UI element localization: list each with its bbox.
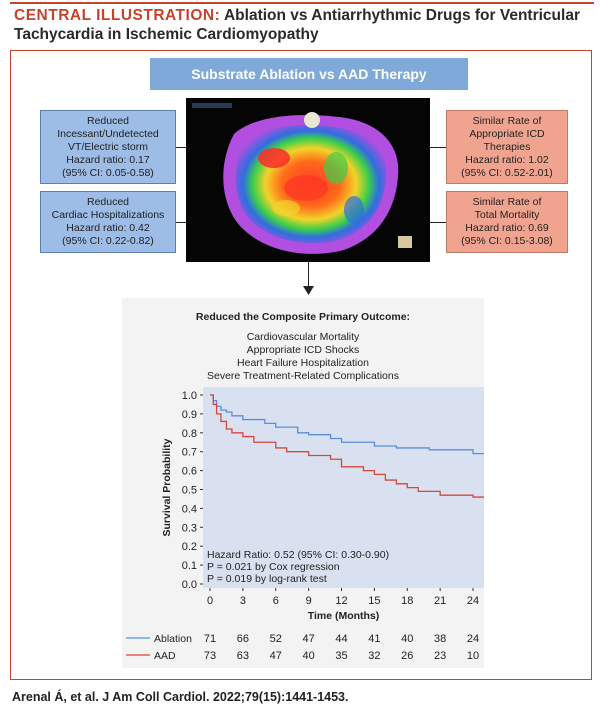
arrow-line: [308, 262, 309, 290]
series-line-aad: [210, 394, 484, 498]
box-line: (95% CI: 0.52-2.01): [461, 167, 553, 179]
y-tick-label: 0.0: [182, 579, 197, 591]
series-line-ablation: [210, 394, 484, 455]
outcome-component: Severe Treatment-Related Complications: [206, 370, 399, 382]
x-tick-label: 6: [273, 595, 279, 607]
top-rule: [10, 2, 594, 4]
x-tick-label: 24: [467, 595, 479, 607]
box-line: Therapies: [483, 141, 531, 153]
stat-annotation: P = 0.021 by Cox regression: [207, 561, 340, 573]
connector: [430, 147, 446, 148]
x-axis-label: Time (Months): [308, 610, 380, 622]
box-line: Total Mortality: [474, 209, 540, 221]
box-line: Incessant/Undetected: [57, 128, 159, 140]
illustration-title: CENTRAL ILLUSTRATION: Ablation vs Antiar…: [14, 6, 594, 44]
outcome-component: Appropriate ICD Shocks: [246, 344, 360, 356]
box-line: Cardiac Hospitalizations: [51, 209, 165, 221]
panel-title: Reduced the Composite Primary Outcome:: [195, 311, 411, 323]
risk-count: 26: [401, 650, 413, 662]
box-line: Hazard ratio: 0.17: [66, 154, 150, 166]
risk-count: 66: [237, 633, 249, 645]
risk-count: 73: [204, 650, 216, 662]
y-tick-label: 0.2: [182, 541, 197, 553]
x-tick-label: 18: [401, 595, 413, 607]
box-line: Similar Rate of: [472, 196, 542, 208]
risk-count: 40: [401, 633, 413, 645]
finding-box-storm: Reduced Incessant/Undetected VT/Electric…: [40, 110, 176, 184]
y-axis-label: Survival Probability: [161, 438, 173, 536]
x-tick-label: 0: [207, 595, 213, 607]
risk-count: 52: [270, 633, 282, 645]
legend-label: Ablation: [154, 633, 192, 645]
finding-box-hospitalizations: Reduced Cardiac Hospitalizations Hazard …: [40, 191, 176, 253]
arrow-down-icon: [303, 286, 314, 295]
risk-count: 10: [467, 650, 479, 662]
y-tick-label: 0.3: [182, 522, 197, 534]
box-line: Hazard ratio: 1.02: [465, 154, 549, 166]
finding-box-mortality: Similar Rate of Total Mortality Hazard r…: [446, 191, 568, 253]
risk-count: 47: [303, 633, 315, 645]
title-text-line2: Tachycardia in Ischemic Cardiomyopathy: [14, 26, 319, 43]
box-line: Hazard ratio: 0.42: [66, 222, 150, 234]
plot-background: [203, 387, 484, 588]
box-line: VT/Electric storm: [68, 141, 148, 153]
legend-label: AAD: [154, 650, 176, 662]
y-tick-label: 0.9: [182, 409, 197, 421]
y-tick-label: 0.6: [182, 466, 197, 478]
y-tick-label: 0.7: [182, 447, 197, 459]
citation: Arenal Á, et al. J Am Coll Cardiol. 2022…: [12, 690, 349, 704]
outcome-component: Cardiovascular Mortality: [246, 331, 360, 343]
risk-count: 24: [467, 633, 479, 645]
stat-annotation: P = 0.019 by log-rank test: [207, 573, 327, 585]
connector: [176, 222, 186, 223]
box-line: Reduced: [86, 196, 130, 208]
risk-count: 71: [204, 633, 216, 645]
stat-annotation: Hazard Ratio: 0.52 (95% CI: 0.30-0.90): [207, 549, 389, 561]
y-tick-label: 0.8: [182, 428, 197, 440]
risk-count: 32: [368, 650, 380, 662]
box-line: (95% CI: 0.05-0.58): [62, 167, 154, 179]
box-line: Appropriate ICD: [469, 128, 545, 140]
connector: [176, 147, 186, 148]
risk-count: 38: [434, 633, 446, 645]
y-tick-label: 0.5: [182, 485, 197, 497]
y-tick-label: 0.1: [182, 560, 197, 572]
voltage-map-image: [186, 98, 430, 262]
risk-count: 40: [303, 650, 315, 662]
box-line: (95% CI: 0.15-3.08): [461, 235, 553, 247]
risk-count: 63: [237, 650, 249, 662]
x-tick-label: 9: [306, 595, 312, 607]
box-line: Hazard ratio: 0.69: [465, 222, 549, 234]
box-line: Similar Rate of: [472, 115, 542, 127]
x-tick-label: 15: [368, 595, 380, 607]
risk-count: 47: [270, 650, 282, 662]
x-tick-label: 21: [434, 595, 446, 607]
x-tick-label: 12: [335, 595, 347, 607]
y-tick-label: 1.0: [182, 390, 197, 402]
title-text: Ablation vs Antiarrhythmic Drugs for Ven…: [223, 7, 580, 24]
banner: Substrate Ablation vs AAD Therapy: [150, 58, 468, 90]
connector: [430, 222, 446, 223]
risk-count: 41: [368, 633, 380, 645]
x-tick-label: 3: [240, 595, 246, 607]
title-lead: CENTRAL ILLUSTRATION:: [14, 7, 221, 24]
figure-frame: [10, 50, 592, 680]
risk-count: 44: [335, 633, 347, 645]
risk-count: 35: [335, 650, 347, 662]
finding-box-icd-therapies: Similar Rate of Appropriate ICD Therapie…: [446, 110, 568, 184]
y-tick-label: 0.4: [182, 503, 197, 515]
risk-count: 23: [434, 650, 446, 662]
box-line: Reduced: [86, 115, 130, 127]
outcome-component: Heart Failure Hospitalization: [237, 357, 369, 369]
box-line: (95% CI: 0.22-0.82): [62, 235, 154, 247]
